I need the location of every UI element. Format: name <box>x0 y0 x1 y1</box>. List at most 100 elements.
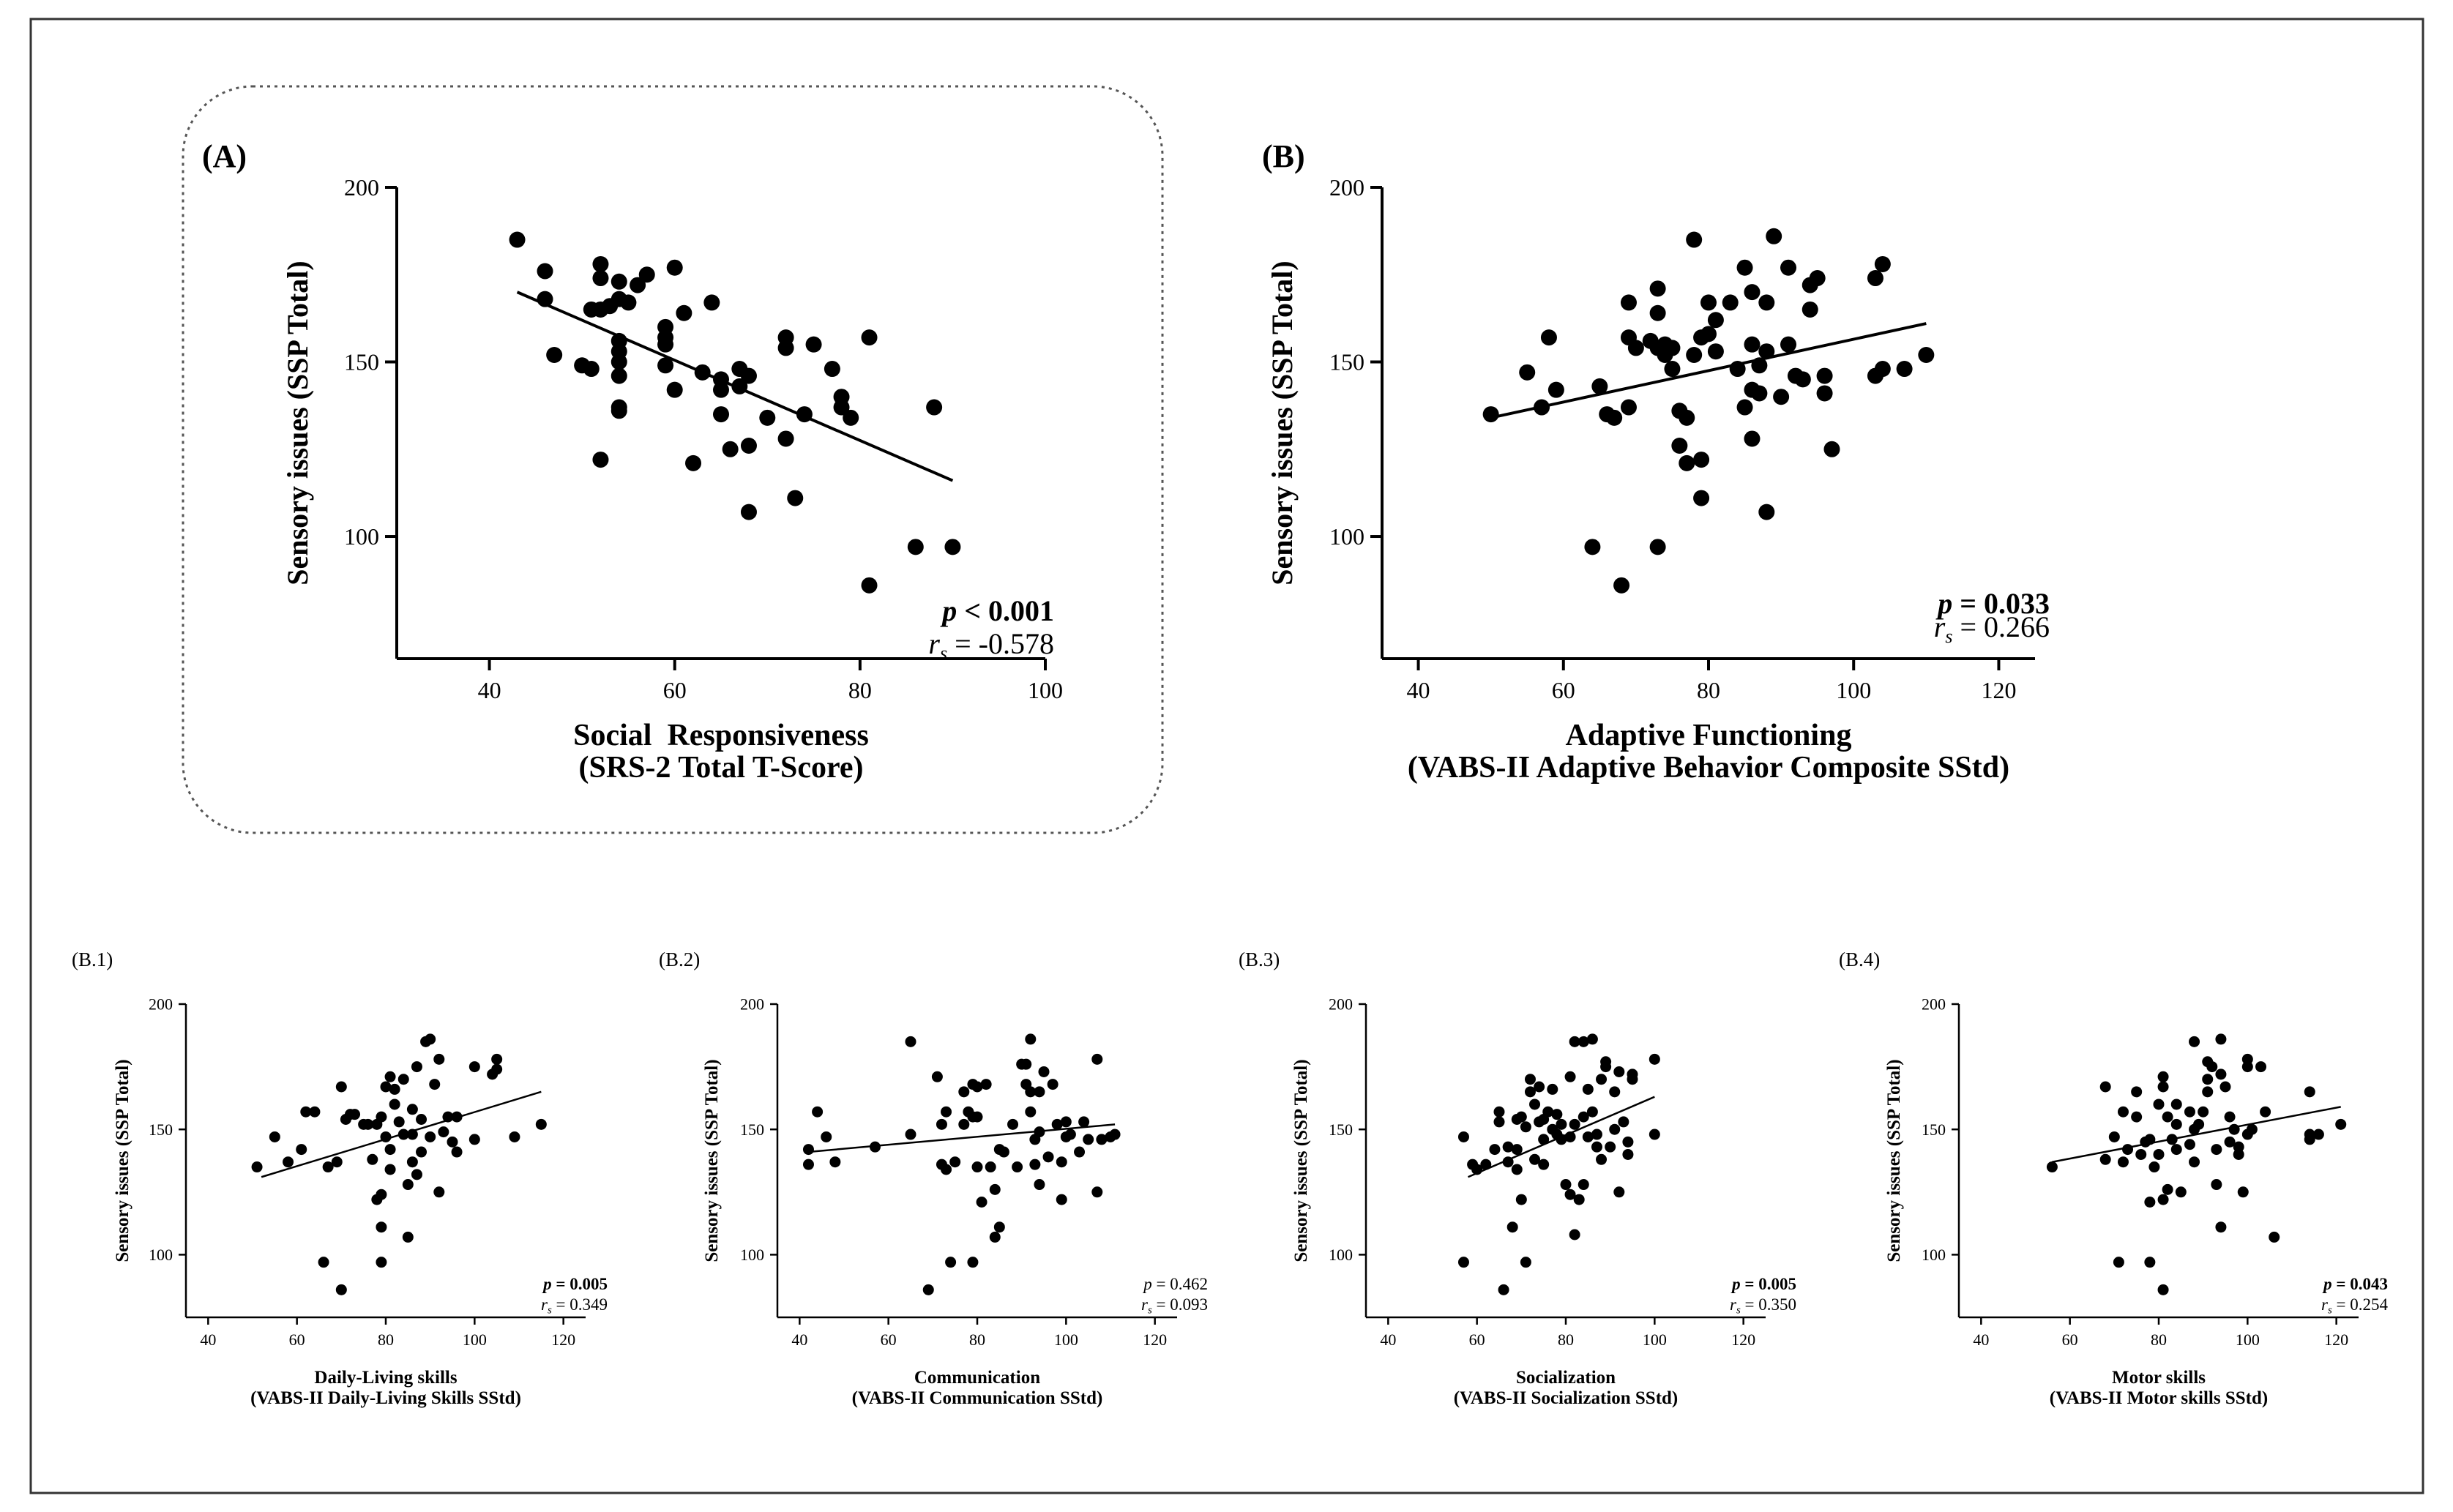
data-point <box>2241 1061 2253 1073</box>
data-point <box>1564 1071 1576 1082</box>
data-point <box>1569 1229 1580 1240</box>
data-point <box>1029 1159 1041 1170</box>
data-point <box>376 1111 387 1123</box>
data-point <box>442 1111 454 1123</box>
x-tick-label: 40 <box>478 677 501 703</box>
data-point <box>657 357 674 374</box>
y-tick-label: 100 <box>740 1246 764 1264</box>
data-point <box>980 1079 992 1090</box>
x-tick-label: 60 <box>289 1331 305 1349</box>
x-axis-label: Communication <box>914 1368 1040 1388</box>
x-tick-label: 60 <box>663 677 687 703</box>
data-point <box>1584 539 1601 555</box>
data-point <box>703 294 720 311</box>
data-point <box>411 1169 422 1180</box>
data-point <box>1736 259 1753 276</box>
data-point <box>1622 1136 1634 1148</box>
data-point <box>1502 1156 1514 1168</box>
x-axis-sublabel: (VABS-II Communication SStd) <box>852 1388 1103 1408</box>
data-point <box>2046 1161 2058 1173</box>
data-point <box>2162 1183 2173 1195</box>
x-tick-label: 80 <box>1697 677 1720 703</box>
data-point <box>380 1081 392 1093</box>
data-point <box>1534 399 1550 416</box>
data-point <box>283 1156 294 1168</box>
data-point <box>429 1079 441 1090</box>
data-point <box>2162 1111 2173 1123</box>
data-point <box>2117 1156 2129 1168</box>
data-point <box>971 1111 983 1123</box>
data-point <box>2131 1086 2143 1098</box>
data-point <box>1480 1159 1492 1170</box>
data-point <box>1556 1134 1567 1145</box>
panel-a-highlight-box <box>182 85 1164 834</box>
data-point <box>620 294 637 311</box>
x-axis-sublabel: (VABS-II Socialization SStd) <box>1454 1388 1679 1408</box>
data-point <box>1874 255 1891 272</box>
data-point <box>2189 1036 2200 1047</box>
data-point <box>611 353 627 370</box>
data-point <box>1744 336 1761 353</box>
panel-label: (B.4) <box>1839 948 1880 970</box>
data-point <box>1524 1074 1536 1085</box>
data-point <box>1025 1106 1037 1118</box>
data-point <box>1457 1257 1469 1268</box>
data-point <box>2170 1099 2182 1110</box>
data-point <box>1722 294 1739 311</box>
x-axis-sublabel: (VABS-II Adaptive Behavior Composite SSt… <box>1408 751 2009 785</box>
data-point <box>989 1183 1001 1195</box>
data-point <box>666 259 683 276</box>
y-tick-label: 200 <box>1922 995 1946 1014</box>
data-point <box>447 1136 458 1148</box>
data-point <box>1896 361 1913 378</box>
data-point <box>322 1161 334 1173</box>
data-point <box>787 490 804 506</box>
data-point <box>296 1144 307 1156</box>
data-point <box>1816 385 1833 402</box>
data-point <box>416 1146 427 1158</box>
data-point <box>1520 1121 1531 1133</box>
data-point <box>1582 1131 1594 1142</box>
x-tick-label: 80 <box>378 1331 394 1349</box>
data-point <box>740 367 757 384</box>
y-tick-label: 200 <box>344 174 379 201</box>
x-axis-label: Motor skills <box>2112 1368 2206 1388</box>
data-point <box>406 1104 418 1115</box>
data-point <box>2312 1129 2324 1140</box>
data-point <box>425 1131 436 1142</box>
x-tick-label: 80 <box>1558 1331 1574 1349</box>
data-point <box>1809 270 1826 287</box>
data-point <box>425 1033 436 1045</box>
data-point <box>2224 1111 2236 1123</box>
data-point <box>2189 1156 2200 1168</box>
data-point <box>1042 1151 1054 1163</box>
data-point <box>1586 1033 1598 1045</box>
data-point <box>1551 1109 1563 1120</box>
data-point <box>777 430 794 447</box>
regression-line <box>808 1123 1116 1153</box>
data-point <box>802 1144 814 1156</box>
data-point <box>1051 1118 1063 1130</box>
data-point <box>1751 385 1768 402</box>
data-point <box>1605 1141 1616 1153</box>
data-point <box>958 1118 970 1130</box>
data-point <box>1609 1086 1621 1098</box>
data-point <box>438 1126 449 1138</box>
data-point <box>1091 1053 1103 1065</box>
x-axis-label: Daily-Living skills <box>314 1368 457 1388</box>
x-tick-label: 40 <box>1380 1331 1396 1349</box>
data-point <box>1034 1086 1045 1098</box>
x-tick-label: 80 <box>2151 1331 2167 1349</box>
data-point <box>1618 1116 1629 1128</box>
data-point <box>1649 280 1666 297</box>
y-tick-label: 100 <box>344 523 379 550</box>
data-point <box>926 399 943 416</box>
data-point <box>1686 231 1703 248</box>
x-tick-label: 100 <box>2236 1331 2260 1349</box>
x-axis-label: Adaptive Functioning <box>1566 719 1852 752</box>
x-tick-label: 80 <box>969 1331 985 1349</box>
data-point <box>1794 371 1811 388</box>
y-axis-label: Sensory issues (SSP Total) <box>1884 1059 1904 1262</box>
data-point <box>1766 228 1782 244</box>
data-point <box>384 1164 396 1175</box>
